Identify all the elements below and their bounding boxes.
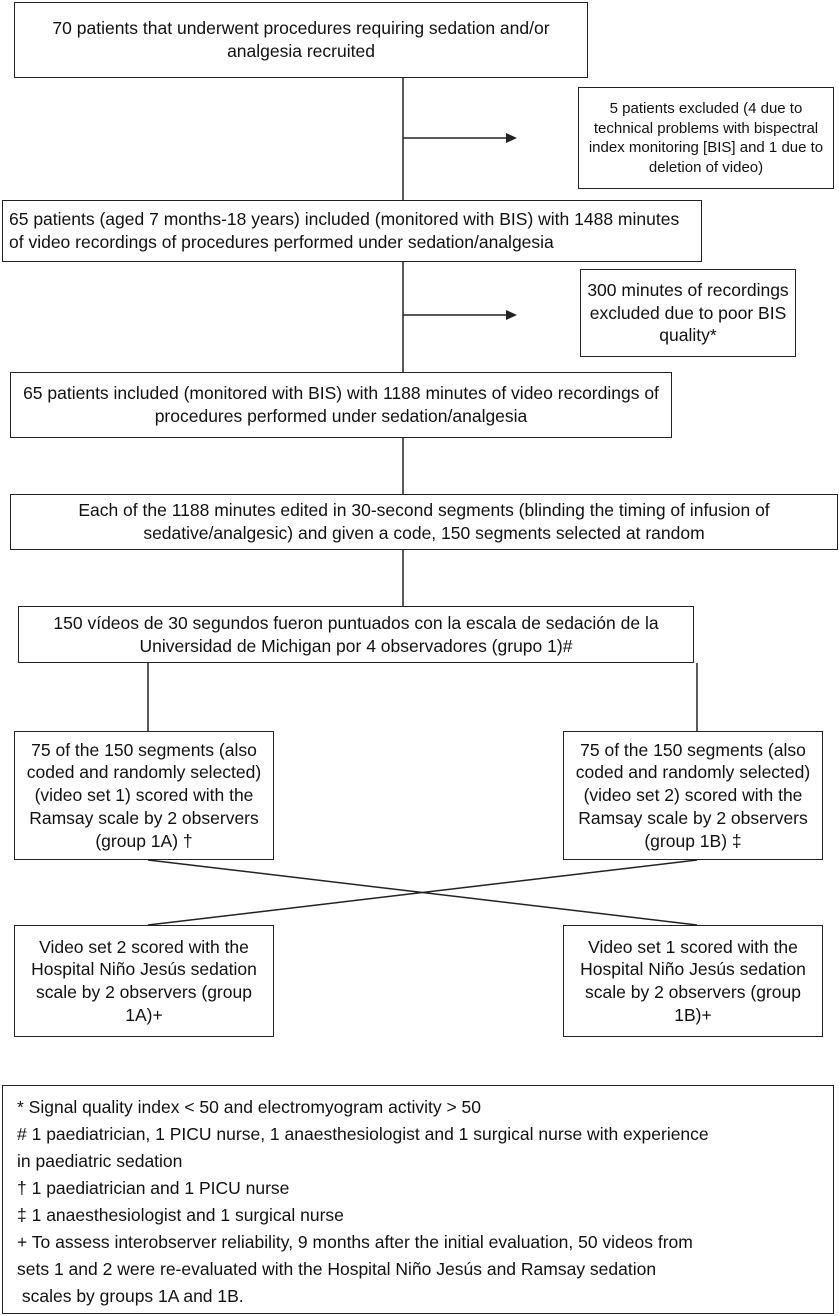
excluded-patients-text: 5 patients excluded (4 due to technical …: [588, 100, 824, 176]
included-1188-box: 65 patients included (monitored with BIS…: [10, 372, 672, 438]
footnote-double-dagger: ‡ 1 anaesthesiologist and 1 surgical nur…: [17, 1205, 344, 1225]
footnote-hash-line2: in paediatric sedation: [17, 1151, 183, 1171]
arrowhead-excluded-patients: [506, 133, 517, 143]
michigan-scored-text: 150 vídeos de 30 segundos fueron puntuad…: [53, 612, 659, 656]
footnote-plus-line1: + To assess interobserver reliability, 9…: [17, 1232, 693, 1252]
footnote-plus-line3: scales by groups 1A and 1B.: [17, 1286, 244, 1306]
excluded-minutes-box: 300 minutes of recordings excluded due t…: [580, 269, 796, 357]
footnote-dagger: † 1 paediatrician and 1 PICU nurse: [17, 1178, 290, 1198]
ramsay-set1-text: 75 of the 150 segments (also coded and r…: [26, 739, 262, 851]
arrowhead-excluded-minutes: [506, 310, 517, 320]
edited-segments-text: Each of the 1188 minutes edited in 30-se…: [78, 500, 770, 543]
hnj-set2-box: Video set 2 scored with the Hospital Niñ…: [14, 925, 274, 1037]
included-1488-text: 65 patients (aged 7 months-18 years) inc…: [9, 209, 680, 252]
footnote-hash-line1: # 1 paediatrician, 1 PICU nurse, 1 anaes…: [17, 1124, 709, 1144]
recruited-box: 70 patients that underwent procedures re…: [14, 2, 588, 78]
included-1188-text: 65 patients included (monitored with BIS…: [23, 383, 659, 426]
ramsay-set2-box: 75 of the 150 segments (also coded and r…: [563, 731, 823, 860]
ramsay-set2-text: 75 of the 150 segments (also coded and r…: [575, 739, 811, 851]
excluded-minutes-text: 300 minutes of recordings excluded due t…: [587, 279, 789, 346]
hnj-set1-box: Video set 1 scored with the Hospital Niñ…: [563, 925, 823, 1037]
edited-segments-box: Each of the 1188 minutes edited in 30-se…: [10, 494, 838, 550]
excluded-patients-box: 5 patients excluded (4 due to technical …: [578, 87, 834, 189]
hnj-set2-text: Video set 2 scored with the Hospital Niñ…: [31, 936, 257, 1025]
cross-line-set2-to-hnj2: [147, 859, 698, 926]
footnote-asterisk: * Signal quality index < 50 and electrom…: [17, 1097, 482, 1117]
michigan-scored-box: 150 vídeos de 30 segundos fueron puntuad…: [18, 606, 694, 663]
footnote-plus-line2: sets 1 and 2 were re-evaluated with the …: [17, 1259, 657, 1279]
hnj-set1-text: Video set 1 scored with the Hospital Niñ…: [580, 936, 806, 1025]
included-1488-box: 65 patients (aged 7 months-18 years) inc…: [2, 200, 702, 262]
footnotes-box: * Signal quality index < 50 and electrom…: [2, 1085, 834, 1314]
ramsay-set1-box: 75 of the 150 segments (also coded and r…: [14, 731, 274, 860]
recruited-text: 70 patients that underwent procedures re…: [52, 18, 550, 61]
